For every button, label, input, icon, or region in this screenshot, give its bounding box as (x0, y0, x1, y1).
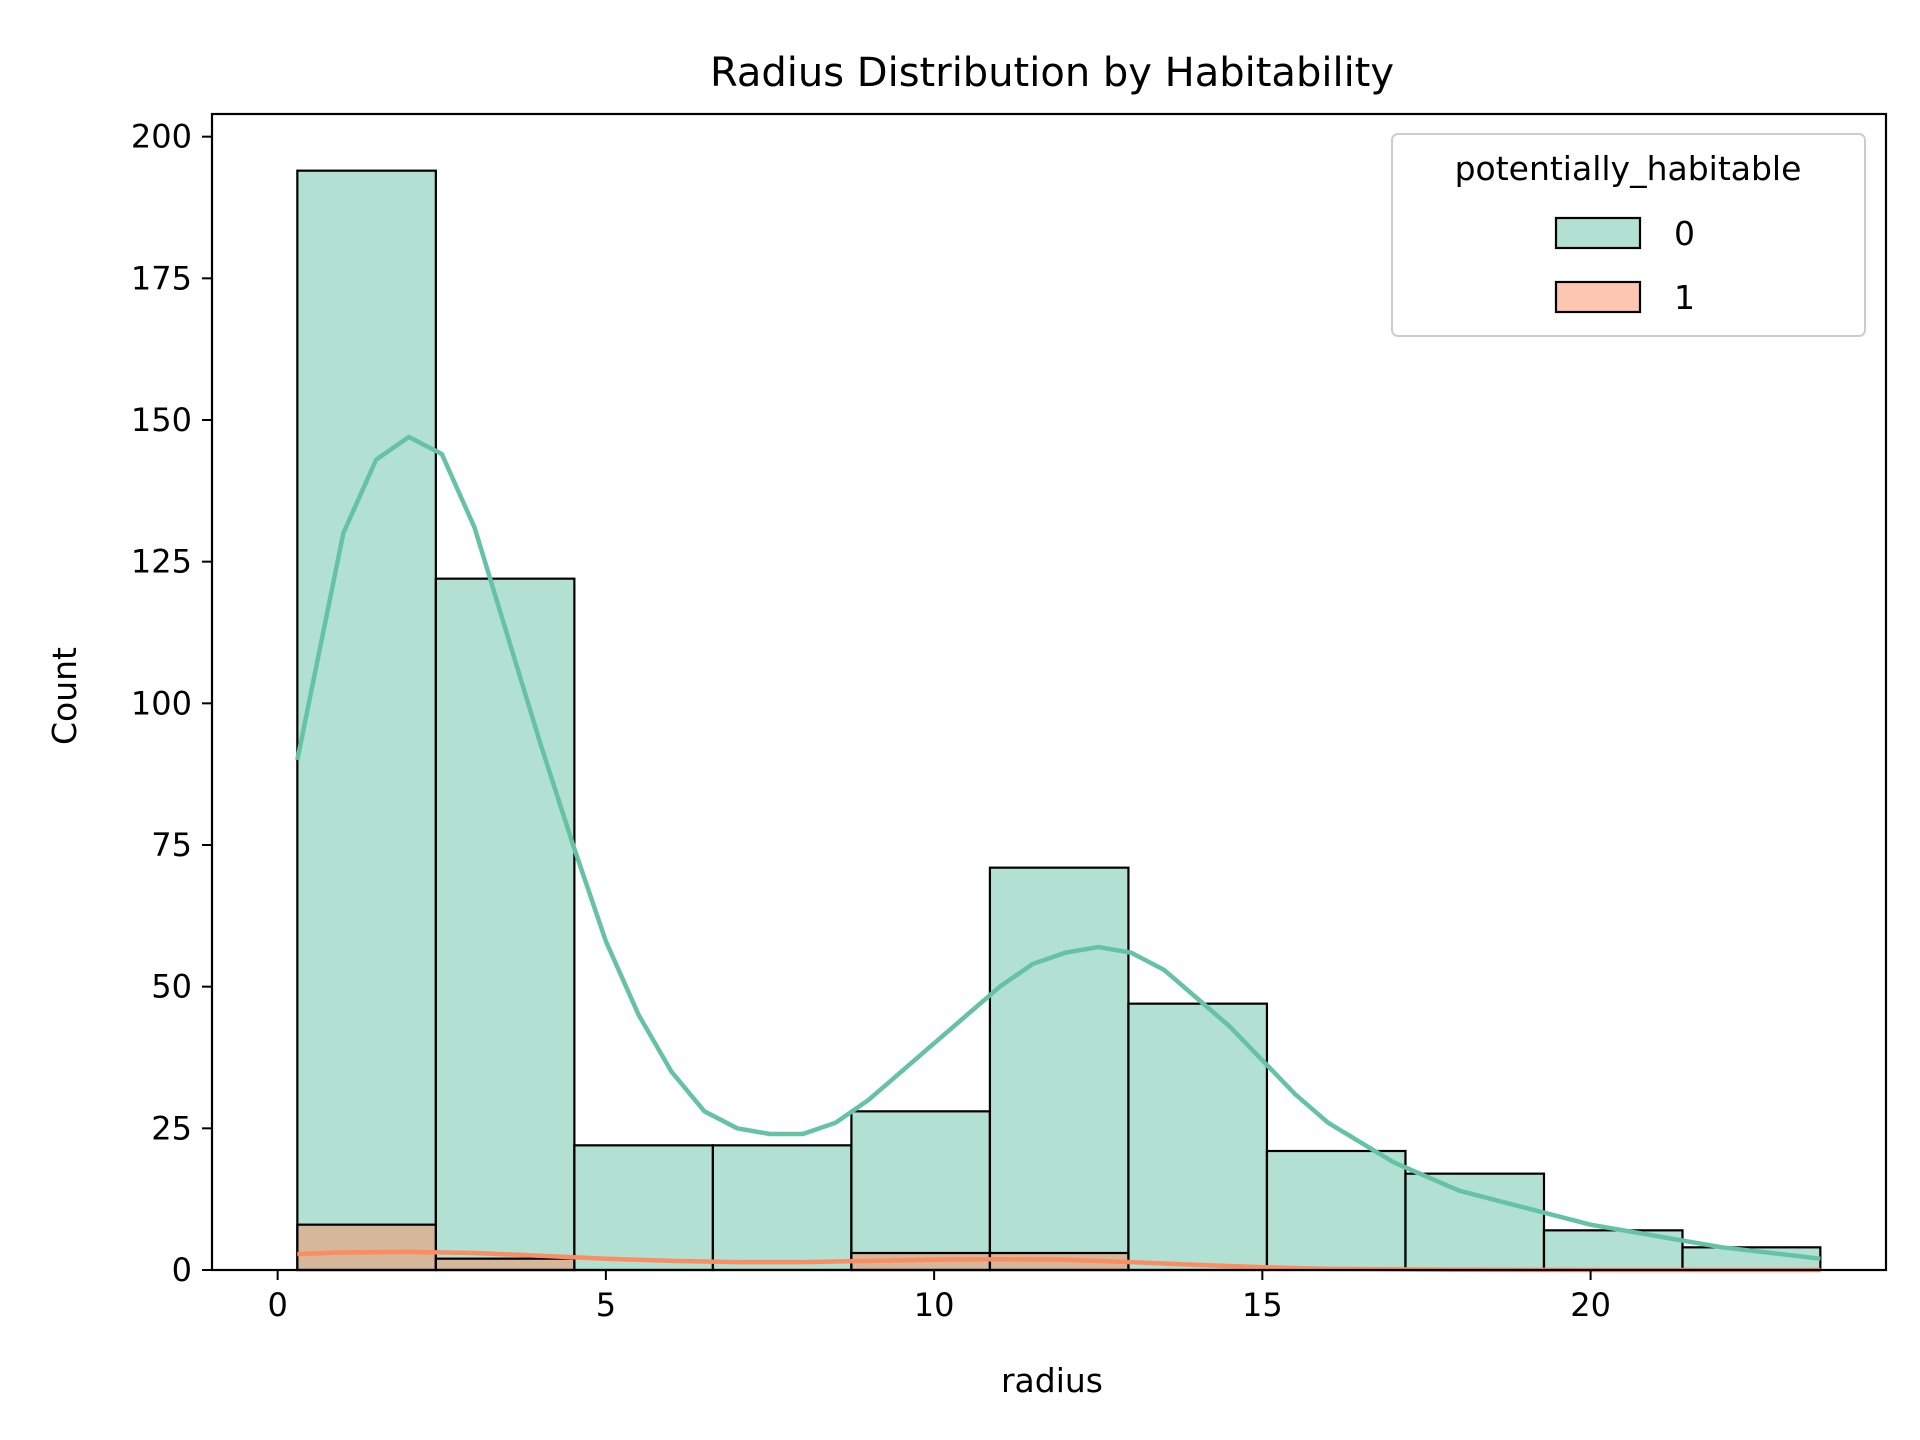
legend-label-1: 1 (1674, 278, 1695, 317)
bar-series-1-bin-1 (434, 1257, 576, 1272)
y-tick-label-175: 175 (131, 259, 192, 297)
x-tick-label-10: 10 (914, 1286, 955, 1324)
legend: potentially_habitable 0 1 (1391, 133, 1866, 337)
series-0-kde-curve (295, 434, 1821, 1261)
y-tick-label-125: 125 (131, 543, 192, 581)
legend-label-0: 0 (1674, 214, 1695, 253)
x-axis-label: radius (1001, 1361, 1103, 1400)
y-tick-label-75: 75 (151, 826, 192, 864)
y-tick-label-0: 0 (172, 1251, 192, 1289)
legend-title: potentially_habitable (1455, 149, 1802, 188)
legend-swatch-0 (1554, 216, 1642, 250)
bar-series-0-bin-5 (988, 866, 1130, 1272)
bar-series-0-bin-4 (850, 1110, 992, 1272)
series-0-bars (296, 169, 1822, 1272)
x-axis-ticks: 0 5 10 15 20 (267, 1270, 1611, 1324)
bar-series-0-bin-7 (1265, 1149, 1407, 1272)
plot-area-frame (210, 112, 1888, 1272)
y-tick-label-150: 150 (131, 401, 192, 439)
x-tick-label-5: 5 (596, 1286, 616, 1324)
bar-series-0-bin-6 (1127, 1002, 1269, 1272)
bar-series-0-bin-8 (1404, 1172, 1546, 1272)
y-tick-label-100: 100 (131, 684, 192, 722)
y-tick-label-50: 50 (151, 968, 192, 1006)
bar-series-0-bin-3 (711, 1144, 853, 1272)
x-tick-label-15: 15 (1242, 1286, 1283, 1324)
x-tick-label-20: 20 (1570, 1286, 1611, 1324)
bar-series-0-bin-2 (573, 1144, 714, 1272)
bar-series-0-bin-0 (296, 169, 437, 1272)
bar-series-0-bin-1 (434, 577, 576, 1272)
series-1-kde-curve (297, 1249, 1821, 1273)
x-tick-label-0: 0 (267, 1286, 287, 1324)
chart-title: Radius Distribution by Habitability (710, 50, 1394, 96)
y-axis-label: Count (45, 647, 84, 745)
legend-swatch-1 (1554, 280, 1642, 314)
y-tick-label-200: 200 (131, 118, 192, 156)
bar-series-1-bin-0 (296, 1223, 437, 1272)
y-tick-label-25: 25 (151, 1109, 192, 1147)
y-axis-ticks: 0 25 50 75 100 125 150 175 200 (131, 118, 212, 1289)
